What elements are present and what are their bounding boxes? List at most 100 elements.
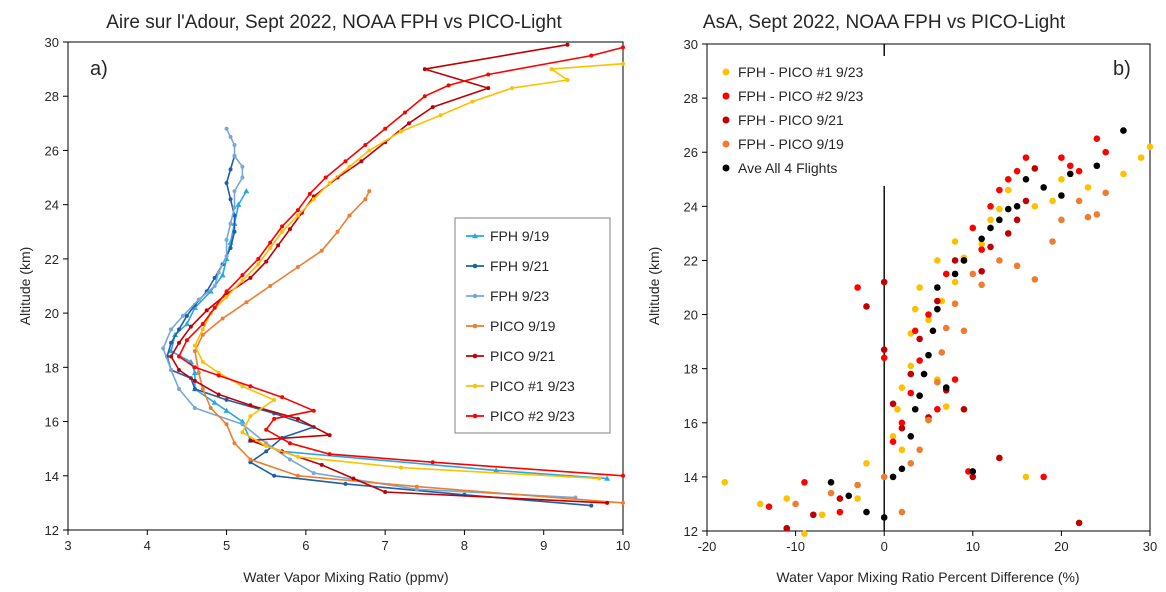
chart-a-data-point [188, 324, 193, 329]
chart-b-data-point [845, 492, 853, 500]
chart-a-data-point [248, 384, 253, 389]
chart-b-data-point [756, 500, 764, 508]
chart-b-data-point [916, 284, 923, 291]
chart-b-plot-frame [706, 43, 1151, 532]
chart-b-data-point [911, 405, 919, 413]
chart-a-data-point [172, 331, 179, 337]
chart-b-data-point [1120, 170, 1127, 178]
chart-a-data-point [232, 205, 237, 210]
chart-a-data-point [248, 457, 253, 462]
chart-b-data-point [942, 403, 950, 410]
chart-a-data-point [224, 254, 229, 259]
chart-b-series-5 [827, 127, 1127, 521]
chart-a-data-point [184, 338, 189, 343]
chart-b-data-point [898, 465, 906, 473]
chart-b-data-point [916, 335, 923, 343]
chart-a-panel-label: a) [90, 58, 108, 80]
chart-b-data-point [934, 378, 941, 386]
chart-b-data-point [898, 419, 906, 427]
chart-a-data-point [399, 129, 403, 134]
chart-a-data-point [228, 246, 233, 251]
chart-a-series-line [194, 190, 624, 504]
chart-a-data-point [311, 408, 316, 413]
chart-a-data-point [327, 180, 332, 185]
chart-a-data-point [351, 476, 356, 481]
chart-a-data-point [240, 175, 245, 180]
chart-b-data-point [907, 362, 915, 370]
chart-b-data-point [1084, 213, 1092, 221]
chart-a-data-point [295, 208, 300, 213]
chart-b-data-point [1004, 230, 1012, 237]
chart-a-legend-marker [472, 413, 478, 419]
chart-a-data-point [180, 313, 185, 318]
chart-a-data-point [295, 265, 300, 270]
chart-a-data-point [319, 248, 324, 253]
chart-b-data-point [1031, 203, 1039, 210]
chart-b-data-point [978, 281, 985, 289]
chart-a-data-point [212, 275, 217, 280]
chart-a-legend-marker [472, 233, 478, 239]
chart-a-data-point [430, 105, 435, 110]
chart-b-legend-label: Ave All 4 Flights [738, 160, 837, 176]
chart-a-data-point [510, 86, 514, 91]
chart-a-data-point [168, 348, 175, 354]
chart-b-data-point [996, 186, 1003, 194]
chart-a-data-point [446, 83, 451, 88]
chart-b-data-point [925, 351, 932, 359]
chart-a-data-point [565, 77, 570, 82]
chart-a-data-point [219, 272, 226, 278]
chart-b-data-point [1022, 154, 1030, 161]
chart-b-y-tick-label: 18 [684, 362, 698, 377]
chart-a-data-point [177, 354, 181, 359]
chart-a-data-point [223, 407, 230, 413]
chart-b-data-point [889, 433, 897, 440]
chart-b-data-point [951, 238, 959, 245]
chart-a-series-5 [169, 42, 610, 505]
chart-a-data-point [470, 99, 475, 104]
chart-a-data-point [295, 454, 300, 459]
chart-a-data-point [311, 471, 316, 476]
chart-b-y-tick-label: 16 [684, 416, 698, 431]
chart-a-data-point [327, 433, 332, 438]
chart-b-data-point [854, 495, 861, 502]
chart-a-data-point [224, 422, 229, 427]
chart-b-data-point [1058, 216, 1065, 224]
chart-b-data-point [880, 473, 888, 481]
chart-b-x-tick-label: 20 [1054, 539, 1068, 554]
chart-b-data-point [960, 257, 968, 264]
chart-a-data-point [196, 297, 201, 302]
chart-a-data-point [216, 270, 221, 275]
chart-a-data-point [169, 368, 174, 373]
chart-a-data-point [248, 275, 253, 280]
chart-b-data-point [894, 405, 901, 413]
chart-a-data-point [621, 500, 625, 505]
chart-a-data-point [399, 465, 403, 470]
chart-b-data-point [911, 305, 919, 313]
chart-b-data-point [1022, 175, 1030, 183]
chart-a-data-point [192, 387, 197, 392]
chart-b-data-point [1102, 148, 1109, 156]
chart-a-data-point [228, 167, 233, 172]
chart-b-data-point [1066, 162, 1074, 170]
chart-a-data-point [597, 476, 602, 481]
chart-a-data-point [216, 373, 221, 378]
chart-b-ylabel: Altitude (km) [646, 247, 662, 326]
chart-b-y-tick-label: 20 [684, 308, 698, 323]
chart-b-y-tick-label: 24 [684, 199, 698, 214]
chart-a-legend-label: PICO 9/19 [490, 318, 556, 334]
chart-b-data-point [1013, 167, 1021, 175]
chart-a-data-point [311, 197, 316, 202]
chart-a-data-point [204, 308, 209, 313]
chart-a-legend-label: PICO #1 9/23 [490, 378, 575, 394]
chart-b-data-point [836, 508, 844, 516]
chart-a-legend-label: FPH 9/21 [490, 258, 549, 274]
chart-a-axes: 3 4 5 6 7 8 9 10 12 14 16 18 20 22 24 26 28 30 [45, 35, 631, 553]
chart-b-data-point [1022, 473, 1030, 481]
chart-b-data-point [783, 495, 791, 502]
chart-b-data-point [721, 479, 729, 486]
chart-a-data-point [240, 278, 245, 283]
chart-b-data-point [1004, 175, 1012, 183]
chart-b-data-point [880, 278, 888, 286]
chart-a-data-point [177, 368, 181, 373]
chart-a-data-point [232, 189, 237, 194]
